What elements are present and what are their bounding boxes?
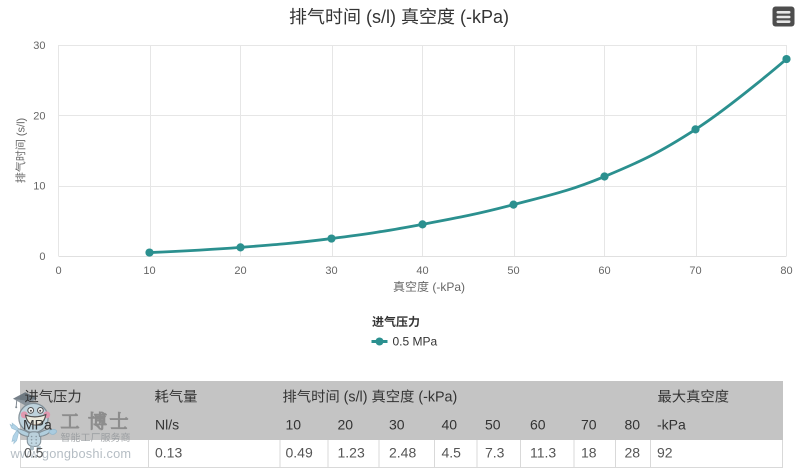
svg-text:70: 70 [689, 265, 701, 277]
svg-text:50: 50 [485, 417, 501, 433]
svg-text:www.gongboshi.com: www.gongboshi.com [10, 446, 132, 461]
svg-text:11.3: 11.3 [530, 445, 556, 461]
svg-text:(s/l): (s/l) [340, 390, 372, 406]
svg-text:20: 20 [234, 265, 246, 277]
svg-text:18: 18 [581, 445, 597, 461]
svg-text:70: 70 [581, 417, 597, 433]
svg-text:(s/l): (s/l) [16, 118, 28, 139]
svg-text:-kPa: -kPa [657, 417, 686, 433]
svg-text:MPa: MPa [23, 417, 52, 433]
svg-text:80: 80 [780, 265, 792, 277]
svg-text:Nl/s: Nl/s [155, 417, 179, 433]
svg-text:0: 0 [55, 265, 61, 277]
svg-text:0.13: 0.13 [155, 445, 182, 461]
svg-text:30: 30 [33, 40, 45, 52]
svg-text:28: 28 [625, 445, 641, 461]
svg-text:40: 40 [416, 265, 428, 277]
svg-text:(s/l): (s/l) [361, 7, 401, 27]
svg-text:10: 10 [33, 181, 45, 193]
svg-text:92: 92 [657, 445, 673, 461]
svg-text:7.3: 7.3 [485, 445, 505, 461]
svg-text:(-kPa): (-kPa) [414, 390, 457, 406]
svg-text:4.5: 4.5 [442, 445, 462, 461]
svg-text:0.5 MPa: 0.5 MPa [393, 335, 438, 349]
svg-text:0: 0 [39, 251, 45, 263]
svg-text:40: 40 [442, 417, 458, 433]
svg-text:20: 20 [33, 110, 45, 122]
svg-text:20: 20 [338, 417, 354, 433]
svg-text:10: 10 [286, 417, 302, 433]
svg-text:10: 10 [143, 265, 155, 277]
svg-text:50: 50 [507, 265, 519, 277]
svg-text:(-kPa): (-kPa) [455, 7, 509, 27]
svg-text:30: 30 [325, 265, 337, 277]
svg-text:2.48: 2.48 [389, 445, 416, 461]
svg-text:0.5: 0.5 [24, 445, 44, 461]
svg-text:(-kPa): (-kPa) [429, 280, 465, 294]
svg-text:0.49: 0.49 [286, 445, 313, 461]
svg-text:1.23: 1.23 [338, 445, 365, 461]
svg-text:30: 30 [389, 417, 405, 433]
svg-text:60: 60 [598, 265, 610, 277]
svg-text:60: 60 [530, 417, 546, 433]
svg-text:80: 80 [625, 417, 641, 433]
